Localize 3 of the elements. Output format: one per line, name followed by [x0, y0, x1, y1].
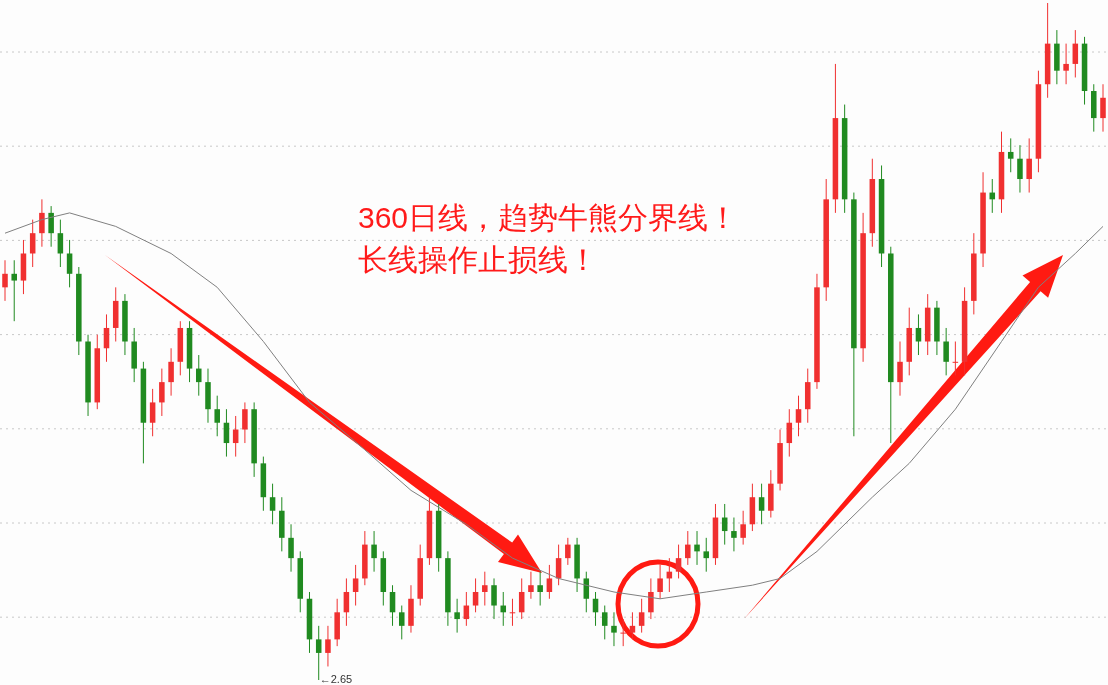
- annotation: 360日线，趋势牛熊分界线！: [358, 201, 739, 234]
- annotation: ←2.65: [319, 673, 353, 685]
- annotation: 长线操作止损线！: [358, 243, 598, 276]
